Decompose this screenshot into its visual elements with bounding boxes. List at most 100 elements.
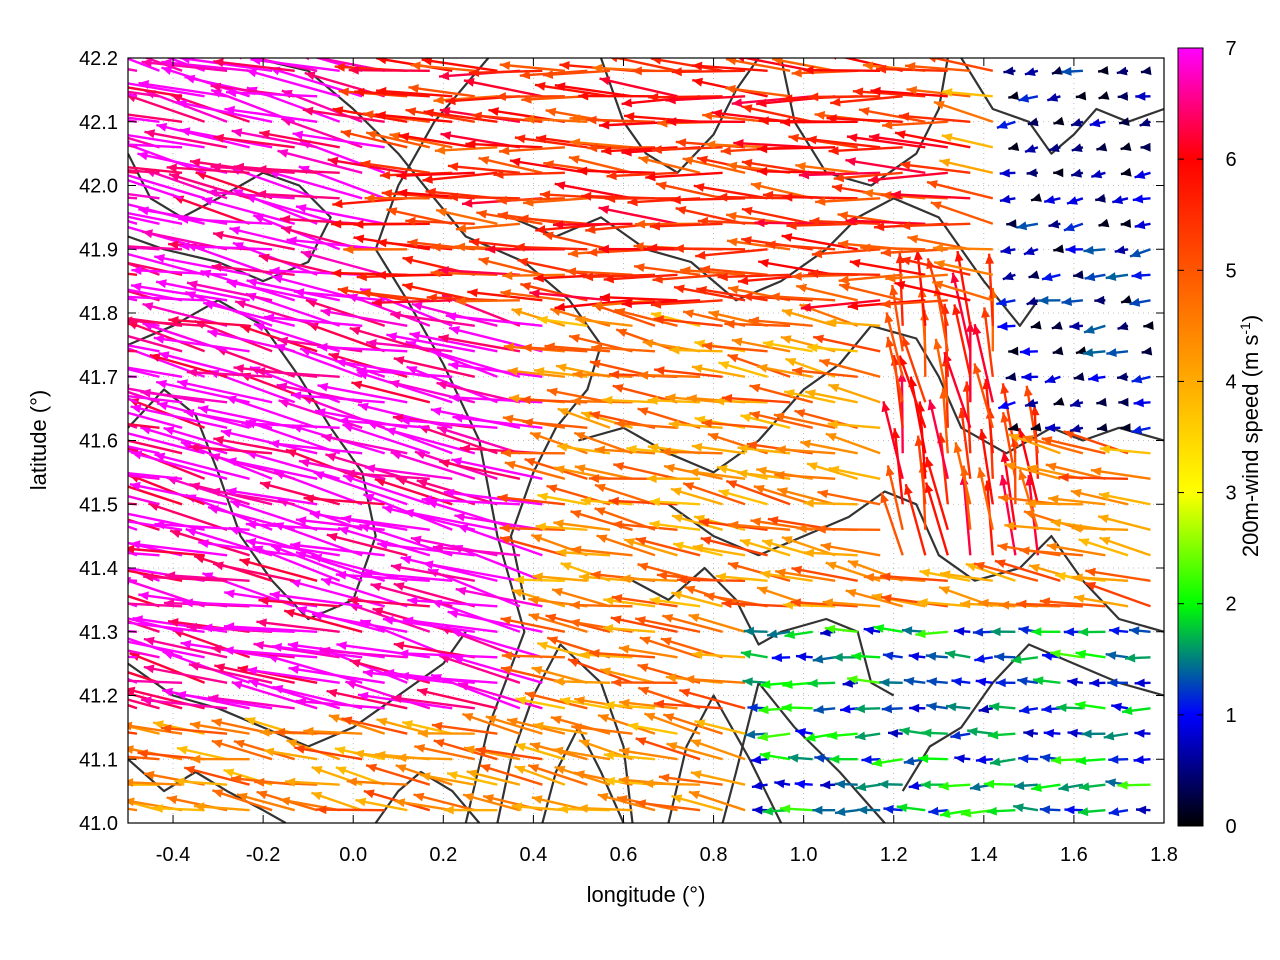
wind-arrow-head: [707, 432, 719, 442]
wind-arrow-shaft: [258, 254, 340, 276]
wind-arrow-head: [447, 192, 458, 202]
wind-arrow-head: [901, 336, 911, 348]
wind-arrow-head: [1033, 676, 1044, 686]
wind-arrow-shaft: [900, 371, 904, 454]
wind-arrow-shaft: [405, 219, 475, 225]
wind-arrow: [1070, 168, 1084, 178]
wind-arrow-head: [908, 781, 920, 791]
wind-arrow: [1078, 782, 1106, 792]
wind-arrow-head: [398, 671, 409, 681]
wind-arrow-shaft: [186, 370, 273, 378]
wind-arrow-head: [193, 802, 205, 812]
wind-arrow-head: [885, 273, 896, 283]
wind-arrow-shaft: [128, 367, 160, 378]
wind-arrow-head: [577, 804, 588, 813]
wind-arrow-head: [244, 717, 256, 726]
wind-arrow-shaft: [277, 149, 363, 174]
wind-arrow-head: [828, 146, 839, 156]
wind-arrow-head: [721, 393, 733, 403]
wind-arrow-head: [137, 151, 149, 161]
wind-arrow: [898, 112, 971, 123]
wind-arrow-head: [645, 172, 656, 182]
wind-arrow-head: [341, 716, 353, 726]
wind-arrow-shaft: [128, 245, 183, 251]
wind-arrow-head: [553, 465, 565, 474]
wind-arrow: [1064, 805, 1083, 815]
wind-arrow: [925, 651, 948, 661]
wind-arrow-shaft: [253, 642, 340, 659]
wind-arrow-head: [439, 71, 450, 81]
wind-arrow-head: [819, 358, 831, 368]
wind-arrow-shaft: [341, 717, 408, 735]
wind-arrow-head: [1079, 782, 1090, 792]
wind-arrow-shaft: [774, 473, 836, 480]
wind-arrow: [206, 188, 295, 200]
wind-arrow: [987, 730, 1016, 740]
wind-arrow-head: [107, 780, 117, 789]
wind-arrow: [678, 688, 746, 710]
wind-arrow-head: [362, 668, 374, 678]
wind-arrow-shaft: [189, 445, 273, 455]
wind-arrow: [1065, 244, 1083, 254]
wind-arrow: [152, 804, 205, 813]
wind-arrow-head: [1064, 805, 1075, 815]
wind-arrow-head: [781, 703, 792, 713]
wind-arrow: [812, 654, 836, 664]
wind-arrow-shaft: [817, 490, 881, 506]
wind-arrow: [604, 700, 656, 710]
wind-arrow-head: [691, 442, 703, 452]
wind-arrow: [684, 675, 746, 684]
wind-arrow-head: [997, 321, 1008, 331]
wind-arrow-head: [579, 650, 591, 660]
wind-arrow-head: [537, 641, 548, 651]
wind-arrow-shaft: [398, 134, 475, 149]
wind-arrow: [317, 382, 408, 404]
wind-arrow-shaft: [1045, 463, 1106, 480]
wind-arrow: [1110, 702, 1129, 712]
wind-arrow: [341, 716, 408, 735]
wind-arrow-shaft: [128, 550, 138, 557]
wind-arrow-head: [64, 331, 75, 340]
wind-arrow: [445, 312, 543, 327]
wind-arrow-head: [396, 753, 407, 763]
wind-arrow-head: [1120, 167, 1132, 177]
wind-arrow: [390, 311, 475, 327]
wind-arrow: [1048, 143, 1061, 153]
wind-arrow-head: [998, 493, 1009, 503]
wind-arrow: [827, 419, 881, 429]
wind-arrow-head: [51, 648, 62, 656]
wind-arrow-head: [700, 536, 712, 545]
wind-arrow-head: [432, 543, 444, 553]
wind-arrow: [128, 567, 160, 582]
wind-arrow: [682, 156, 746, 174]
wind-arrow-head: [788, 133, 799, 143]
wind-arrow-head: [825, 433, 837, 442]
wind-arrow-head: [430, 242, 441, 252]
wind-arrow-head: [580, 496, 592, 506]
wind-arrow-head: [1129, 626, 1140, 636]
wind-arrow-shaft: [662, 713, 723, 735]
wind-arrow: [128, 473, 138, 480]
wind-arrow: [666, 742, 723, 761]
wind-arrow-head: [245, 537, 257, 547]
wind-arrow-head: [229, 226, 241, 235]
wind-arrow-head: [208, 505, 219, 514]
wind-arrow: [342, 423, 431, 455]
wind-arrow-shaft: [542, 69, 611, 77]
wind-arrow-head: [1047, 93, 1059, 102]
wind-arrow-shaft: [606, 171, 678, 178]
wind-arrow-head: [769, 292, 780, 302]
wind-arrow-shaft: [390, 451, 476, 480]
wind-arrow-head: [211, 718, 223, 727]
wind-arrow-head: [913, 249, 923, 261]
wind-arrow-head: [149, 353, 161, 362]
wind-arrow-head: [161, 58, 172, 68]
wind-arrow: [189, 721, 250, 735]
wind-arrow-head: [1023, 246, 1035, 256]
wind-arrow-head: [360, 288, 371, 298]
wind-arrow-shaft: [302, 108, 385, 123]
wind-arrow-head: [114, 222, 125, 231]
wind-arrow-head: [1098, 514, 1109, 524]
wind-arrow-head: [1139, 118, 1151, 127]
wind-arrow-head: [1083, 245, 1094, 255]
